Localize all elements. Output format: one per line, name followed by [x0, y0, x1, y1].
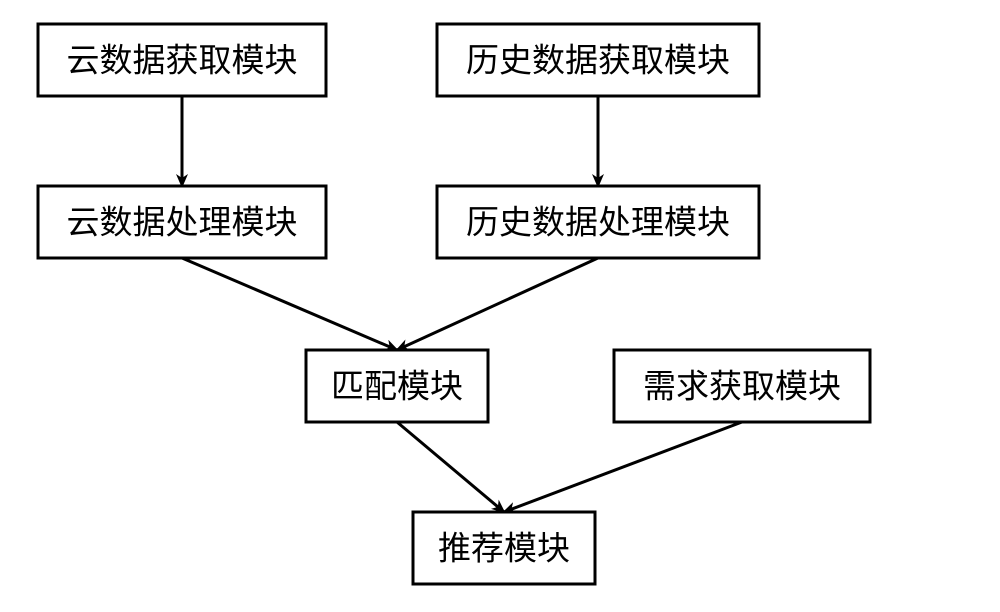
edge-hist_proc-to-match: [397, 258, 598, 350]
node-recommend: 推荐模块: [413, 512, 595, 584]
node-label-cloud_proc: 云数据处理模块: [67, 204, 298, 241]
nodes-layer: 云数据获取模块 历史数据获取模块云数据处理模块 历史数据处理模块匹配模块 需求获取模块…: [38, 24, 870, 584]
node-label-hist_acq: 历史数据获取模块: [466, 42, 730, 79]
node-hist_acq: 历史数据获取模块: [437, 24, 759, 96]
node-label-hist_proc: 历史数据处理模块: [466, 204, 730, 241]
node-cloud_proc: 云数据处理模块: [38, 186, 326, 258]
node-cloud_acq: 云数据获取模块: [38, 24, 326, 96]
edges-layer: [182, 96, 742, 512]
node-match: 匹配模块: [306, 350, 488, 422]
edge-match-to-recommend: [397, 422, 504, 512]
node-label-demand: 需求获取模块: [643, 368, 841, 405]
node-demand: 需求获取模块: [614, 350, 870, 422]
node-hist_proc: 历史数据处理模块: [437, 186, 759, 258]
edge-cloud_proc-to-match: [182, 258, 397, 350]
node-label-cloud_acq: 云数据获取模块: [67, 42, 298, 79]
flowchart: 云数据获取模块 历史数据获取模块云数据处理模块 历史数据处理模块匹配模块 需求获取模块…: [0, 0, 1000, 612]
edge-demand-to-recommend: [504, 422, 742, 512]
node-label-match: 匹配模块: [331, 368, 463, 405]
node-label-recommend: 推荐模块: [438, 530, 570, 567]
